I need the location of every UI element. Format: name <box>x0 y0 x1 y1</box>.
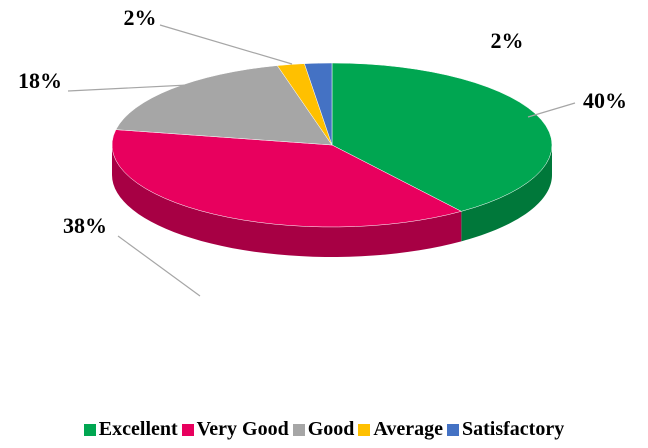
legend-swatch <box>181 423 194 436</box>
legend-label: Satisfactory <box>462 418 565 440</box>
pie-area: 40% 38% 18% 2% 2% <box>18 5 627 297</box>
legend-label: Very Good <box>196 418 289 440</box>
legend-swatch <box>358 423 371 436</box>
legend-item: Good <box>292 418 355 441</box>
data-label: 40% <box>583 88 627 113</box>
legend-item: Very Good <box>181 418 289 441</box>
data-label: 2% <box>124 5 157 30</box>
slice-side <box>112 145 462 257</box>
legend-item: Average <box>358 418 443 441</box>
legend-label: Average <box>373 418 443 440</box>
legend-swatch <box>292 423 305 436</box>
slice-side <box>461 145 552 242</box>
leader-line <box>117 235 201 297</box>
legend-label: Excellent <box>98 418 178 440</box>
legend-swatch <box>83 423 96 436</box>
legend-swatch <box>447 423 459 436</box>
slice <box>111 129 463 228</box>
data-label: 38% <box>63 213 107 238</box>
slice <box>331 62 553 212</box>
legend-item: Satisfactory <box>447 418 564 441</box>
legend-item: Excellent <box>83 418 178 441</box>
data-label: 2% <box>491 28 524 53</box>
data-label: 18% <box>18 68 62 93</box>
legend-label: Good <box>307 418 355 440</box>
slice <box>115 65 333 146</box>
legend: Excellent Very Good Good Average Satisfactor… <box>0 418 648 441</box>
leader-line <box>159 24 293 65</box>
leader-line <box>67 84 189 92</box>
leader-line <box>527 102 576 118</box>
slice <box>304 62 333 146</box>
